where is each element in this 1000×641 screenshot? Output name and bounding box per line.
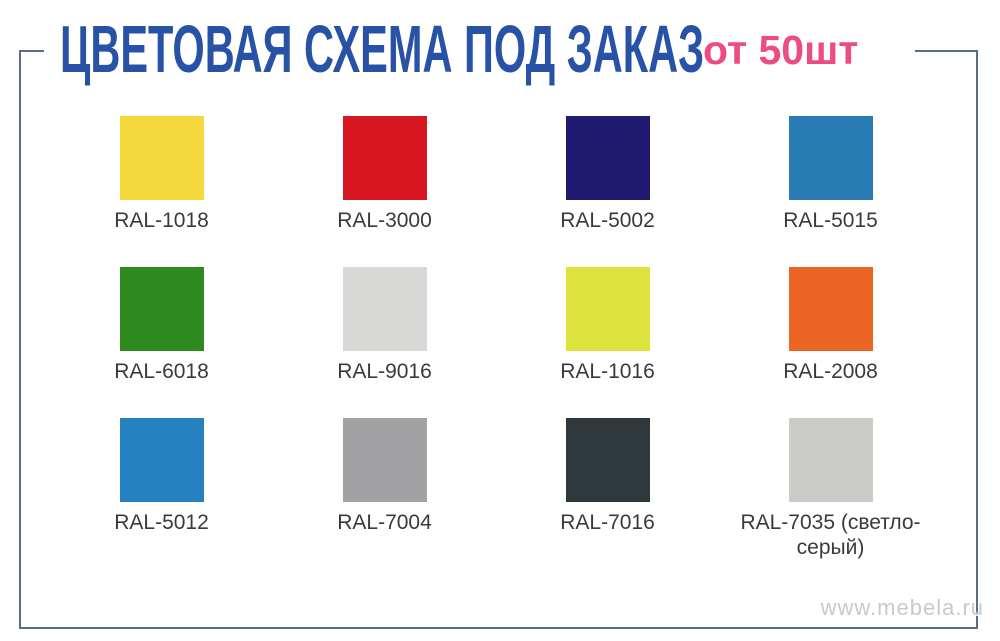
swatch-cell: RAL-6018: [50, 267, 273, 418]
swatch-label: RAL-6018: [114, 360, 209, 383]
swatch-cell: RAL-7035 (светло-серый): [719, 418, 942, 569]
swatch-cell: RAL-5012: [50, 418, 273, 569]
watermark: www.mebela.ru: [820, 595, 984, 620]
color-swatch: [565, 418, 650, 502]
swatch-cell: RAL-5015: [719, 116, 942, 267]
swatch-label: RAL-7016: [560, 511, 655, 534]
color-swatch: [565, 267, 650, 351]
color-swatch: [119, 418, 204, 502]
swatch-label: RAL-5015: [783, 209, 878, 232]
swatch-label: RAL-1018: [114, 209, 209, 232]
color-swatch: [342, 116, 427, 200]
color-swatch: [788, 267, 873, 351]
swatch-label: RAL-3000: [337, 209, 432, 232]
swatch-cell: RAL-1016: [496, 267, 719, 418]
swatch-label: RAL-1016: [560, 360, 655, 383]
swatch-grid: RAL-1018 RAL-3000 RAL-5002 RAL-5015 RAL-…: [50, 116, 942, 569]
swatch-cell: RAL-1018: [50, 116, 273, 267]
swatch-cell: RAL-3000: [273, 116, 496, 267]
swatch-cell: RAL-7016: [496, 418, 719, 569]
swatch-label: RAL-7004: [337, 511, 432, 534]
swatch-label: RAL-5012: [114, 511, 209, 534]
swatch-cell: RAL-2008: [719, 267, 942, 418]
color-swatch: [119, 116, 204, 200]
header: ЦВЕТОВАЯ СХЕМА ПОД ЗАКАЗ от 50шт: [44, 14, 915, 86]
color-swatch: [788, 418, 873, 502]
swatch-cell: RAL-5002: [496, 116, 719, 267]
color-swatch: [788, 116, 873, 200]
color-swatch: [119, 267, 204, 351]
swatch-label: RAL-5002: [560, 209, 655, 232]
page-title: ЦВЕТОВАЯ СХЕМА ПОД ЗАКАЗ: [60, 12, 705, 87]
swatch-cell: RAL-9016: [273, 267, 496, 418]
color-swatch: [342, 418, 427, 502]
swatch-label: RAL-7035 (светло-серый): [740, 511, 921, 559]
color-swatch: [565, 116, 650, 200]
color-swatch: [342, 267, 427, 351]
swatch-cell: RAL-7004: [273, 418, 496, 569]
swatch-label: RAL-9016: [337, 360, 432, 383]
title-badge: от 50шт: [703, 27, 859, 73]
swatch-label: RAL-2008: [783, 360, 878, 383]
